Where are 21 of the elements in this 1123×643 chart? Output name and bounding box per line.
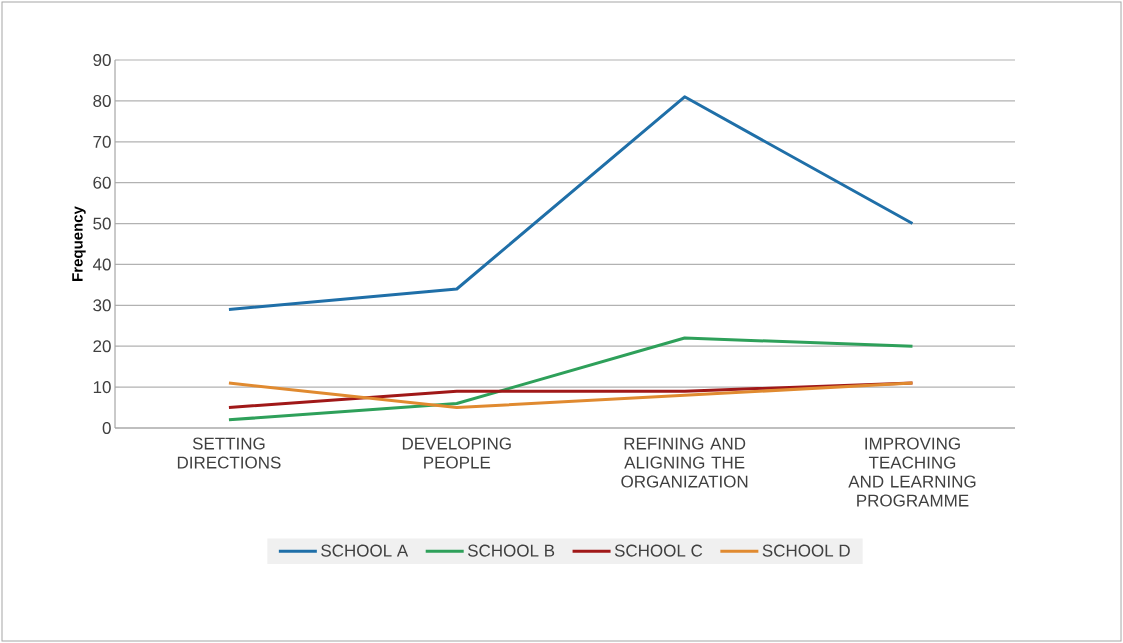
y-tick-label: 70 — [93, 135, 111, 148]
y-tick-label: 20 — [93, 340, 111, 353]
y-tick-label: 60 — [93, 176, 111, 189]
y-tick-label: 30 — [93, 299, 111, 312]
legend-label: SCHOOL A — [321, 544, 409, 557]
y-tick-label: 90 — [93, 53, 111, 67]
y-tick-label: 50 — [93, 217, 111, 230]
y-axis-title: Frequency — [72, 206, 86, 281]
x-tick-label: IMPROVING TEACHING AND LEARNING PROGRAMME — [848, 437, 976, 507]
x-tick-label: SETTING DIRECTIONS — [177, 437, 281, 469]
legend-label: SCHOOL B — [467, 544, 555, 557]
legend-label: SCHOOL C — [614, 544, 703, 557]
y-tick-label: 0 — [102, 421, 111, 435]
line-series — [227, 95, 914, 311]
x-tick-label: REFINING AND ALIGNING THE ORGANIZATION — [621, 437, 748, 488]
y-tick-label: 10 — [93, 381, 111, 394]
line-series — [227, 336, 914, 422]
y-tick-label: 80 — [93, 94, 111, 107]
y-tick-label: 40 — [92, 258, 111, 271]
x-tick-label: DEVELOPING PEOPLE — [402, 437, 511, 469]
legend-label: SCHOOL D — [762, 544, 850, 557]
